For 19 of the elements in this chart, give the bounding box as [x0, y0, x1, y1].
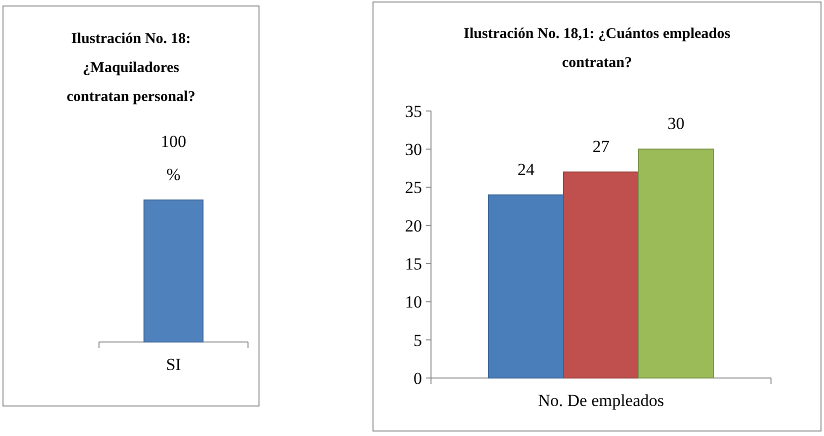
data-label: 30	[667, 114, 684, 134]
y-tick-label: 25	[405, 178, 422, 198]
y-tick-label: 35	[405, 102, 422, 121]
data-label: 24	[518, 160, 536, 179]
x-tick-label: SI	[166, 355, 182, 374]
y-tick-label: 10	[405, 292, 422, 312]
data-label: 27	[592, 137, 610, 156]
chart-title: Ilustración No. 18: ¿Maquiladores contratan personal?	[66, 31, 196, 105]
y-tick-label: 30	[405, 140, 422, 160]
chart-title: Ilustración No. 18,1: ¿Cuántos empleados contratan?	[464, 26, 730, 71]
y-tick-label: 5	[414, 330, 422, 350]
y-tick-label: 20	[405, 216, 422, 236]
x-axis-title: No. De empleados	[538, 391, 664, 410]
y-tick-label: 15	[405, 254, 422, 274]
bar	[563, 172, 639, 378]
bar	[488, 194, 564, 378]
bar	[638, 148, 714, 378]
data-label: 100 %	[160, 132, 186, 184]
y-tick-label: 0	[414, 368, 422, 388]
